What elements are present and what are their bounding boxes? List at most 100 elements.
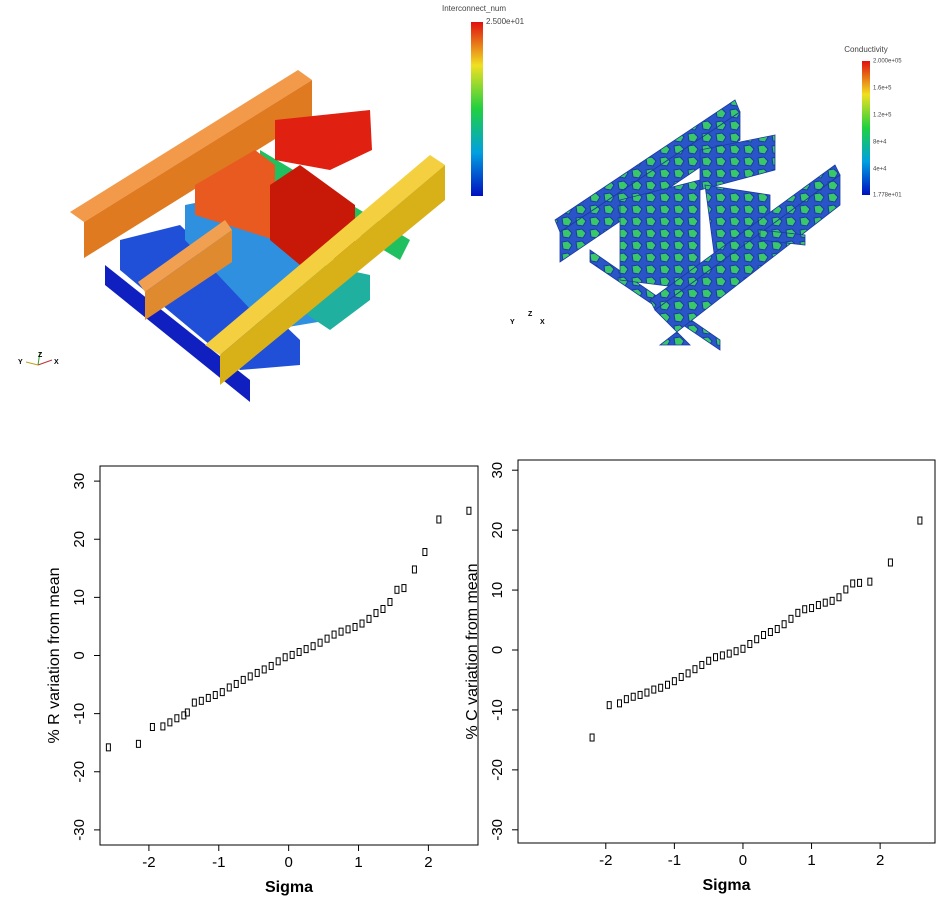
render-interconnect: Y Z X Interconnect_num 2.500e+01 (18, 4, 525, 402)
y-tick-label: -10 (71, 703, 88, 725)
point (795, 608, 801, 617)
y-tick-label: 30 (71, 473, 88, 490)
x-axis-label: Sigma (702, 877, 750, 894)
y-tick-label: 30 (489, 462, 506, 479)
point (310, 642, 316, 651)
point (181, 711, 187, 720)
colorbar-label: 8e+4 (873, 140, 887, 146)
colorbar-label: 4e+4 (873, 167, 887, 173)
point (149, 722, 155, 731)
point (617, 699, 623, 708)
point (331, 630, 337, 639)
point (685, 669, 691, 678)
point (747, 640, 753, 649)
point (338, 627, 344, 636)
point (809, 604, 815, 613)
point (761, 631, 767, 640)
axis-glyph (37, 351, 41, 366)
point (352, 623, 358, 632)
point (822, 598, 828, 607)
point (167, 718, 173, 727)
x-tick-label: -2 (599, 852, 612, 869)
point (651, 685, 657, 694)
y-axis-label: % R variation from mean (46, 567, 63, 743)
colorbar-label: 2.000e+05 (873, 59, 902, 65)
point (247, 672, 253, 681)
colorbar-label: 1.778e+01 (873, 193, 902, 199)
point (198, 696, 204, 705)
point (268, 661, 274, 670)
point (394, 585, 400, 594)
point (254, 668, 260, 677)
colorbar-label: 2.500e+01 (486, 17, 525, 26)
point (713, 653, 719, 662)
point (699, 660, 705, 669)
point (373, 609, 379, 618)
point (436, 515, 442, 524)
point (706, 656, 712, 665)
point (324, 634, 330, 643)
point (174, 714, 180, 723)
point (815, 601, 821, 610)
point (644, 688, 650, 697)
colorbar (471, 22, 483, 196)
point (296, 648, 302, 657)
point (665, 680, 671, 689)
axis-glyph-label: Y (510, 319, 515, 326)
colorbar-title: Conductivity (844, 45, 888, 54)
point (387, 598, 393, 607)
point (802, 605, 808, 614)
x-tick-label: 2 (424, 854, 432, 871)
point (422, 548, 428, 557)
point (289, 650, 295, 659)
colorbar (862, 61, 870, 195)
axis-glyph-label: Z (38, 352, 43, 359)
y-tick-label: 20 (489, 522, 506, 539)
x-tick-label: -1 (668, 852, 681, 869)
point (733, 647, 739, 656)
y-tick-label: -30 (71, 819, 88, 841)
point (917, 516, 923, 525)
point (887, 558, 893, 567)
point (850, 579, 856, 588)
point (205, 693, 211, 702)
x-tick-label: 1 (354, 854, 362, 871)
y-tick-label: -30 (489, 819, 506, 841)
point (767, 628, 773, 637)
y-tick-label: 0 (71, 651, 88, 659)
point (411, 565, 417, 574)
point (345, 625, 351, 634)
y-tick-label: -20 (71, 761, 88, 783)
point (366, 614, 372, 623)
point (867, 577, 873, 586)
axis-glyph-label: X (54, 359, 59, 366)
point (191, 698, 197, 707)
point (135, 739, 141, 748)
x-tick-label: 0 (284, 854, 292, 871)
axis-glyph-label: X (540, 319, 545, 326)
point (692, 665, 698, 674)
point (678, 672, 684, 681)
point (781, 620, 787, 629)
y-tick-label: 10 (71, 589, 88, 606)
y-tick-label: 0 (489, 646, 506, 654)
point (212, 691, 218, 700)
render-conductivity (554, 99, 841, 351)
point (719, 651, 725, 660)
point (233, 679, 239, 688)
point (836, 593, 842, 602)
point (240, 675, 246, 684)
point (774, 625, 780, 634)
point (606, 701, 612, 710)
point (788, 614, 794, 623)
point (359, 619, 365, 628)
point (726, 649, 732, 658)
point (740, 644, 746, 653)
axis-glyph (37, 359, 53, 366)
y-axis-label: % C variation from mean (464, 563, 481, 739)
point (589, 733, 595, 742)
plot-frame (517, 459, 936, 844)
